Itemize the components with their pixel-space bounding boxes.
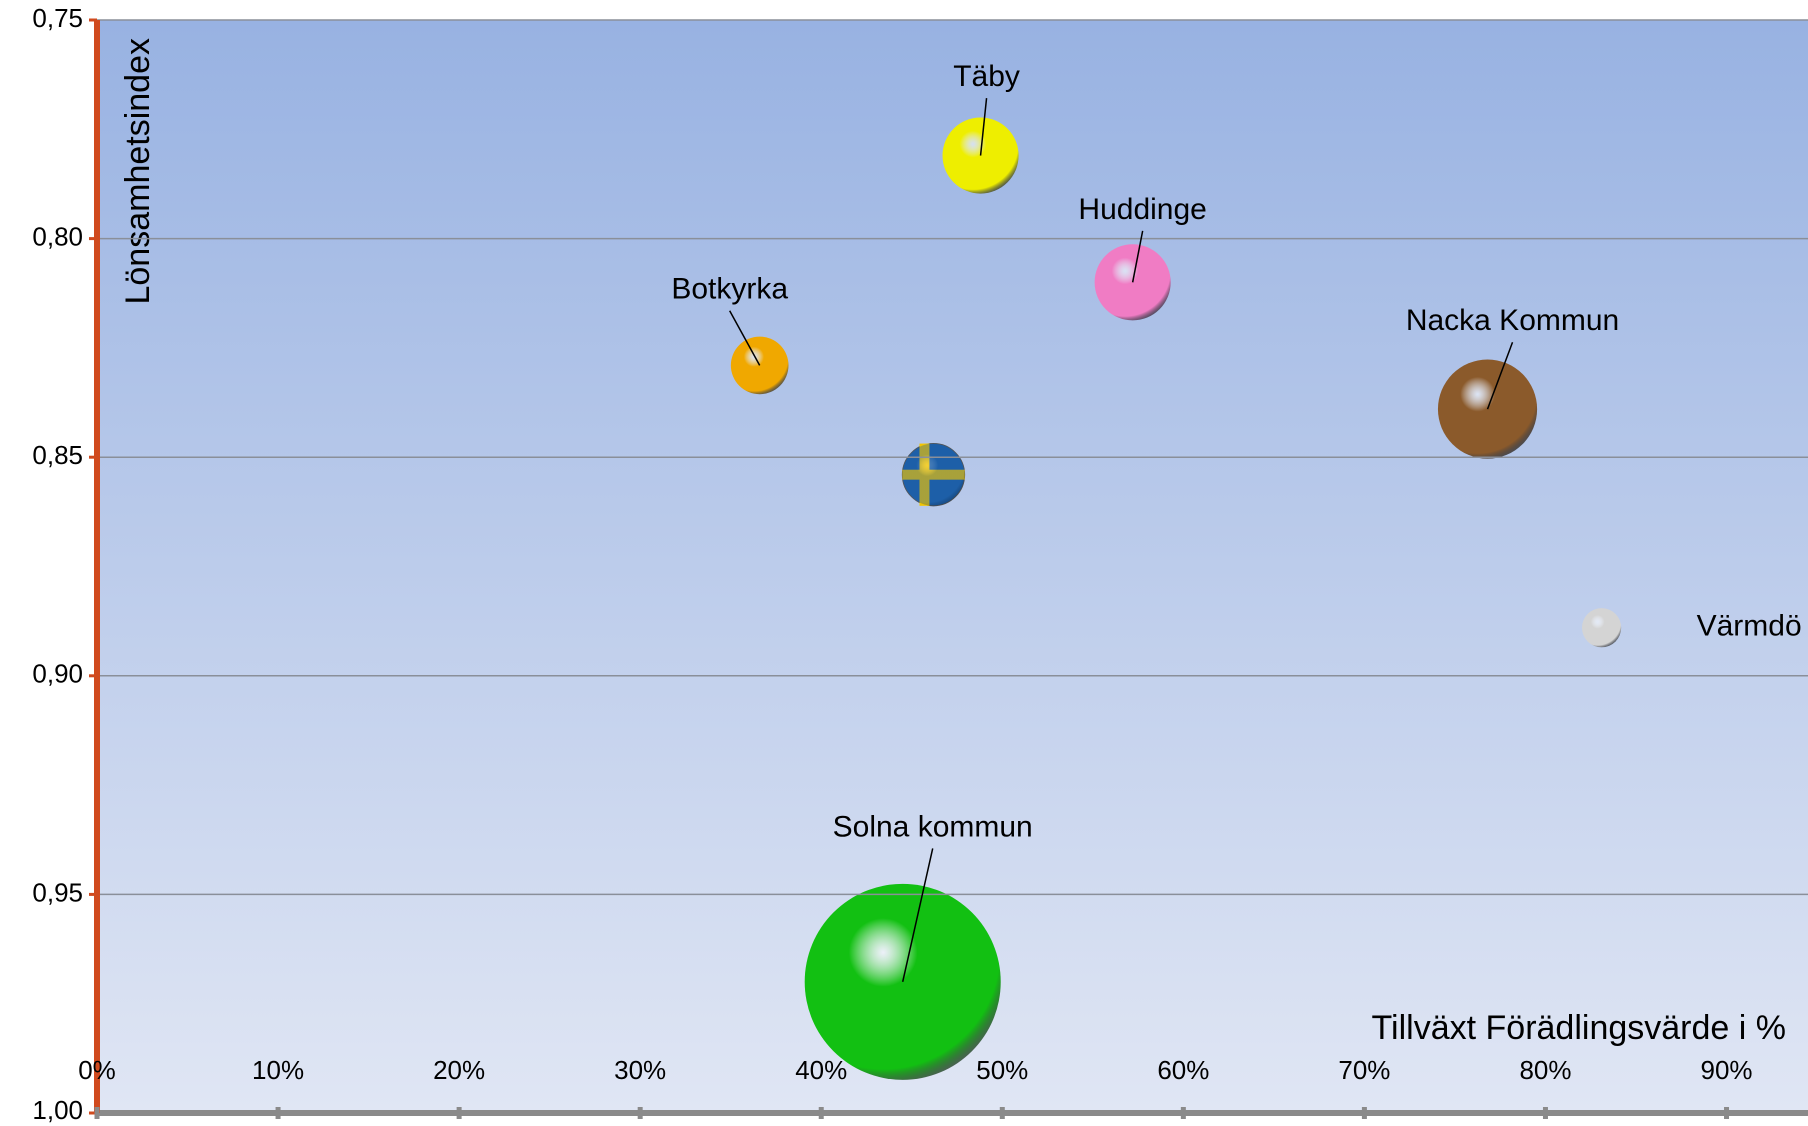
leader-line [1486, 341, 1514, 410]
bubble-label: Värmdö [1697, 610, 1802, 643]
bubble-label: Botkyrka [671, 273, 788, 306]
bubble-label: Täby [953, 60, 1020, 93]
leader-line [1131, 230, 1144, 283]
x-tick-label: 30% [614, 1055, 666, 1085]
y-tick-label: 0,90 [32, 659, 83, 689]
x-tick-label: 70% [1338, 1055, 1390, 1085]
leader-line [979, 98, 988, 156]
bubble-label: Solna kommun [833, 810, 1033, 843]
x-axis-title: Tillväxt Förädlingsvärde i % [1372, 1009, 1786, 1047]
leader-line [901, 848, 934, 983]
y-tick-label: 0,80 [32, 221, 83, 251]
x-tick-label: 10% [252, 1055, 304, 1085]
leader-line [729, 310, 761, 366]
flag-shine [902, 443, 965, 506]
bubble-label: Nacka Kommun [1406, 304, 1619, 337]
x-tick-label: 80% [1519, 1055, 1571, 1085]
y-axis-title: Lönsamhetsindex [119, 38, 157, 305]
bubble [1581, 608, 1622, 648]
x-tick-label: 0% [78, 1055, 116, 1085]
y-tick-label: 0,95 [32, 877, 83, 907]
x-tick-label: 60% [1157, 1055, 1209, 1085]
x-tick-label: 20% [433, 1055, 485, 1085]
x-tick-label: 50% [976, 1055, 1028, 1085]
bubble-label: Huddinge [1078, 193, 1206, 226]
x-tick-label: 40% [795, 1055, 847, 1085]
x-tick-label: 90% [1701, 1055, 1753, 1085]
y-tick-label: 0,75 [32, 3, 83, 33]
y-tick-label: 1,00 [32, 1095, 83, 1125]
y-tick-label: 0,85 [32, 440, 83, 470]
